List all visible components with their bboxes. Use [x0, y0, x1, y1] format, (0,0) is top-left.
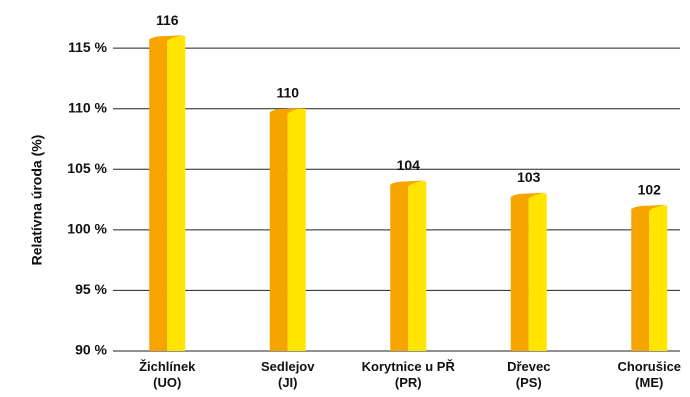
- bar: [528, 193, 547, 351]
- bar-cap: [510, 192, 547, 199]
- value-label: 104: [397, 157, 421, 173]
- bar: [649, 205, 668, 351]
- bar-cap: [269, 107, 306, 114]
- y-tick-label: 115 %: [68, 39, 107, 55]
- x-tick-label: Korytnice u PŘ (PR): [361, 359, 455, 390]
- y-axis-label: Relatívna úroda (%): [29, 135, 45, 266]
- bar-shade: [149, 39, 168, 351]
- x-tick-label: Sedlejov (JI): [261, 359, 315, 390]
- y-tick-label: 95 %: [75, 281, 107, 297]
- value-label: 116: [156, 12, 179, 28]
- y-tick-label: 105 %: [67, 160, 107, 176]
- bar-shade: [510, 196, 529, 351]
- y-tick-label: 90 %: [75, 342, 107, 358]
- x-tick-label: Chorušice (ME): [617, 359, 682, 390]
- bar-cap: [149, 35, 186, 42]
- bar-cap: [631, 204, 668, 211]
- value-label: 110: [276, 84, 299, 100]
- bar-shade: [631, 208, 650, 351]
- y-tick-label: 110 %: [68, 99, 107, 115]
- bar: [287, 108, 306, 352]
- bar-shade: [390, 184, 409, 351]
- value-label: 103: [517, 169, 541, 185]
- bar: [167, 36, 186, 351]
- bar: [408, 181, 427, 351]
- bar-shade: [269, 111, 288, 352]
- value-label: 102: [638, 181, 662, 197]
- x-tick-label: Dřevec (PS): [507, 359, 551, 390]
- bar-cap: [390, 180, 427, 187]
- x-tick-label: Žichlínek (UO): [139, 359, 196, 390]
- y-tick-label: 100 %: [67, 221, 107, 237]
